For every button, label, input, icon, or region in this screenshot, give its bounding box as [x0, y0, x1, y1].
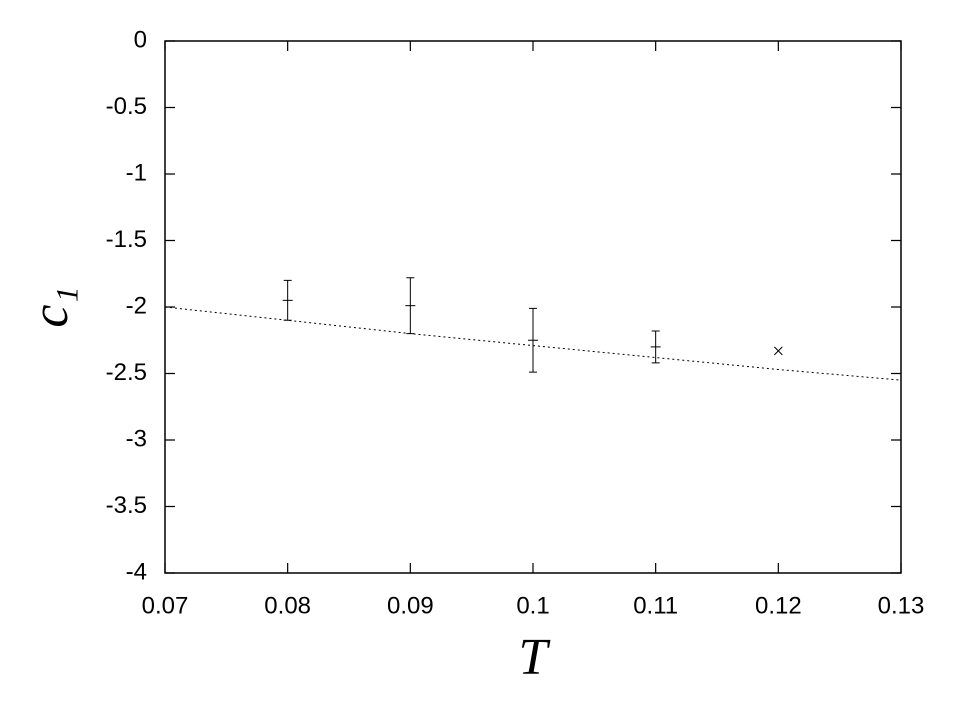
- fit-line: [164, 306, 902, 381]
- x-tick-label: 0.11: [633, 592, 678, 619]
- plot-frame: [164, 40, 902, 574]
- x-tick-label: 0.07: [142, 592, 189, 619]
- x-tick-label: 0.1: [516, 592, 549, 619]
- x-tick-label: 0.12: [755, 592, 802, 619]
- y-tick-label: -0.5: [106, 93, 147, 120]
- x-axis-label: T: [519, 629, 551, 686]
- x-tick-label: 0.08: [264, 592, 311, 619]
- y-tick-label: -2: [126, 292, 147, 319]
- y-tick-label: -3.5: [106, 492, 147, 519]
- x-tick-label: 0.13: [878, 592, 925, 619]
- x-tick-label: 0.09: [387, 592, 434, 619]
- y-tick-label: -4: [126, 558, 147, 585]
- y-axis-label: c₁: [22, 286, 79, 327]
- y-tick-label: -1: [126, 159, 147, 186]
- y-tick-label: 0: [134, 26, 147, 53]
- cross-point: [773, 346, 783, 356]
- y-tick-label: -2.5: [106, 359, 147, 386]
- y-tick-label: -3: [126, 425, 147, 452]
- y-tick-label: -1.5: [106, 226, 147, 253]
